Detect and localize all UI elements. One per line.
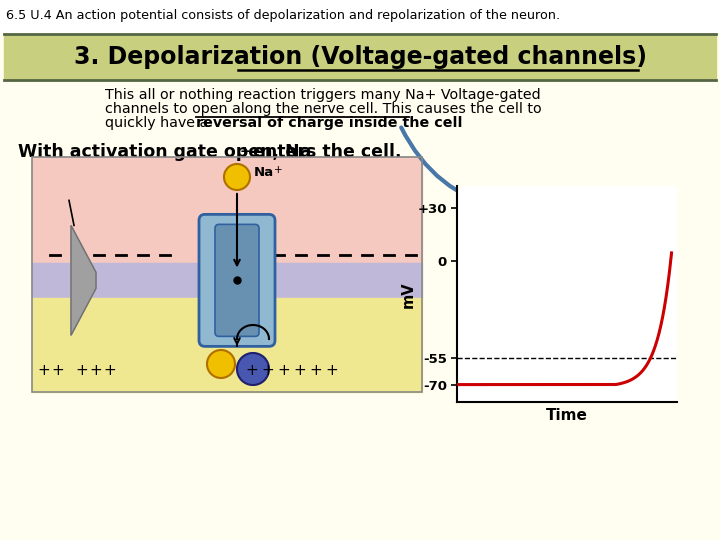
Text: channels to open along the nerve cell. This causes the cell to: channels to open along the nerve cell. T… [105, 102, 541, 116]
Text: quickly have a: quickly have a [105, 116, 212, 130]
Text: +: + [104, 363, 117, 378]
Ellipse shape [207, 350, 235, 378]
Bar [32, 157, 422, 263]
Text: 3. Depolarization (Voltage-gated channels): 3. Depolarization (Voltage-gated channel… [73, 45, 647, 69]
Ellipse shape [224, 164, 250, 190]
Text: Na: Na [254, 166, 274, 179]
Text: reversal of charge inside the cell: reversal of charge inside the cell [196, 116, 462, 130]
Bar [0, 0, 720, 32]
Polygon shape [71, 225, 96, 335]
Ellipse shape [237, 353, 269, 385]
Text: +: + [76, 363, 89, 378]
X-axis label: Time: Time [546, 408, 588, 423]
Bar [32, 157, 422, 392]
Text: +: + [37, 363, 50, 378]
Text: With activation gate open, Na: With activation gate open, Na [18, 143, 311, 161]
Text: +: + [246, 363, 258, 378]
Bar [4, 34, 716, 80]
Text: 6.5 U.4 An action potential consists of depolarization and repolarization of the: 6.5 U.4 An action potential consists of … [6, 10, 560, 23]
Bar [32, 263, 422, 298]
Text: +: + [310, 363, 323, 378]
Text: +: + [89, 363, 102, 378]
Text: +: + [52, 363, 64, 378]
Text: +: + [278, 363, 290, 378]
FancyBboxPatch shape [215, 225, 259, 336]
Bar [32, 298, 422, 392]
FancyBboxPatch shape [199, 214, 275, 346]
Text: +: + [240, 145, 251, 158]
Text: +: + [325, 363, 338, 378]
Text: enters the cell.: enters the cell. [247, 143, 402, 161]
Text: +: + [261, 363, 274, 378]
Text: +: + [274, 165, 283, 175]
Y-axis label: mV: mV [401, 281, 416, 308]
FancyArrowPatch shape [401, 127, 503, 211]
Text: +: + [294, 363, 307, 378]
Text: This all or nothing reaction triggers many Na+ Voltage-gated: This all or nothing reaction triggers ma… [105, 88, 541, 102]
